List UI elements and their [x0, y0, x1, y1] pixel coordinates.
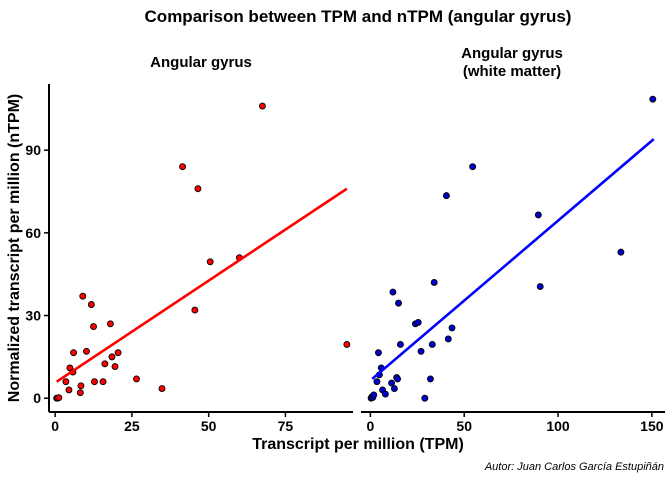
data-point	[99, 378, 107, 386]
data-point	[77, 382, 85, 390]
y-tick-label: 60	[25, 225, 41, 241]
data-point	[536, 283, 544, 291]
data-point	[370, 391, 378, 399]
data-point	[343, 341, 351, 348]
data-point	[389, 288, 397, 296]
data-point	[114, 349, 122, 357]
data-point	[106, 320, 114, 328]
y-tick-label: 30	[25, 308, 41, 324]
data-point	[158, 385, 166, 393]
y-axis-title: Normalized transcript per million (nTPM)	[6, 94, 23, 402]
data-point	[395, 299, 402, 307]
data-point	[388, 379, 396, 387]
data-point	[381, 390, 389, 398]
data-point	[421, 394, 429, 402]
data-point	[373, 378, 381, 386]
data-point	[108, 353, 116, 361]
y-tick-label: 90	[25, 142, 41, 158]
data-point	[206, 258, 214, 266]
data-point	[469, 163, 477, 171]
data-point	[83, 347, 90, 355]
x-tick-label: 0	[51, 418, 59, 434]
data-point	[101, 360, 109, 368]
data-point	[448, 324, 456, 332]
data-point	[65, 386, 73, 394]
data-point	[70, 349, 78, 357]
data-point	[414, 318, 422, 326]
data-point	[430, 279, 438, 286]
data-point	[194, 185, 202, 193]
data-point	[79, 292, 87, 300]
data-point	[111, 363, 119, 370]
data-point	[90, 323, 97, 331]
data-point	[426, 375, 434, 383]
chart-title: Comparison between TPM and nTPM (angular…	[145, 7, 572, 26]
data-point	[534, 211, 542, 219]
x-tick-label: 150	[640, 418, 664, 434]
data-point	[133, 375, 140, 383]
data-point	[617, 248, 625, 256]
x-tick-label: 25	[124, 418, 140, 434]
data-point	[191, 306, 199, 314]
data-point	[390, 385, 398, 393]
x-tick-label: 100	[546, 418, 570, 434]
panel-title-angular-gyrus: Angular gyrus	[150, 54, 252, 71]
panel-angular-gyrus: Angular gyrus 0 25 50 75	[48, 54, 353, 434]
x-tick-label: 50	[201, 418, 217, 434]
data-point	[444, 335, 452, 343]
data-point	[55, 394, 63, 402]
x-axis-title: Transcript per million (TPM)	[252, 436, 464, 453]
author-caption: Autor: Juan Carlos García Estupiñán	[484, 461, 664, 473]
trend-line	[371, 138, 655, 380]
data-point	[90, 378, 98, 386]
data-point	[394, 375, 402, 383]
data-point	[396, 341, 404, 348]
panel-angular-gyrus-white-matter: Angular gyrus (white matter) 0 50 100 150	[361, 45, 665, 434]
data-point	[258, 102, 266, 110]
x-tick-label: 0	[366, 418, 374, 434]
panel-title-angular-gyrus-white-matter-line-1: Angular gyrus	[461, 45, 563, 62]
x-tick-label: 50	[456, 418, 472, 434]
data-point	[649, 95, 657, 103]
data-point	[428, 341, 436, 348]
data-point	[375, 349, 382, 357]
y-axis-ticks: 0 30 60 90	[25, 142, 49, 406]
panel-title-angular-gyrus-white-matter-line-2: (white matter)	[463, 63, 561, 80]
data-point	[62, 378, 70, 386]
y-tick-label: 0	[33, 390, 41, 406]
data-point	[87, 301, 95, 308]
data-point	[179, 163, 187, 171]
data-point	[76, 389, 84, 397]
data-point	[442, 192, 450, 200]
trend-line	[55, 187, 348, 383]
x-tick-label: 75	[278, 418, 294, 434]
data-point	[417, 347, 425, 355]
